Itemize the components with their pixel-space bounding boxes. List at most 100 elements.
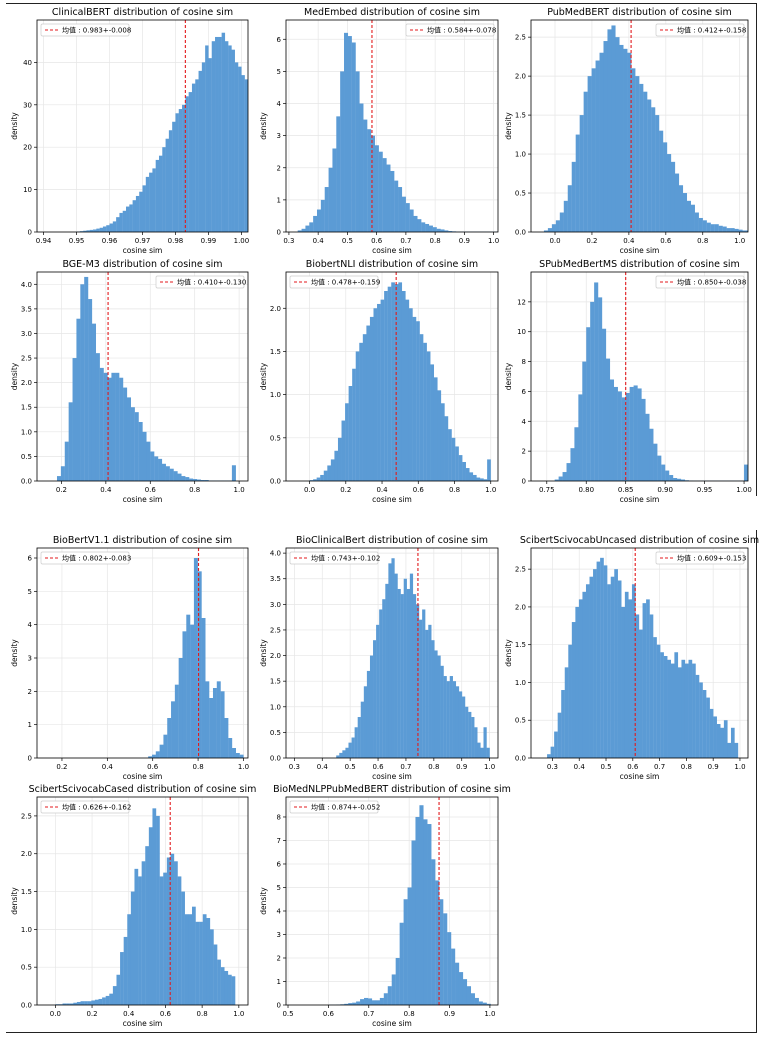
histogram-bar: [462, 979, 468, 1005]
histogram-bar: [555, 220, 560, 232]
histogram-bar: [607, 29, 612, 232]
y-tick-label: 3: [277, 132, 281, 140]
histogram-bar: [264, 130, 267, 232]
axes-frame: [285, 271, 499, 482]
histogram-bar: [686, 200, 691, 232]
x-tick-label: 0.8: [189, 486, 200, 494]
y-tick-label: 4: [522, 418, 527, 426]
histogram-bar: [231, 49, 235, 232]
histogram-bar: [428, 225, 433, 232]
legend-box: [655, 275, 745, 289]
histogram-bar: [591, 68, 596, 232]
bars: [328, 805, 491, 1005]
histogram-bar: [320, 199, 325, 232]
histogram-bar: [433, 377, 438, 481]
histogram-bar: [716, 724, 721, 758]
histogram-bar: [742, 230, 747, 232]
histogram-bar: [657, 455, 662, 481]
axes-frame: [530, 271, 749, 482]
legend: 均值 : 0.802+-0.083: [40, 551, 131, 565]
histogram-bar: [367, 129, 372, 232]
histogram-bar: [702, 690, 707, 758]
histogram-bar: [462, 696, 466, 758]
histogram-bar: [574, 427, 579, 481]
histogram-bar: [328, 167, 333, 232]
x-tick-label: 0.6: [323, 1010, 335, 1018]
x-tick-label: 1.0: [234, 486, 245, 494]
histogram-bar: [423, 342, 427, 481]
x-tick-label: 0.6: [371, 237, 383, 245]
histogram-bar: [692, 663, 696, 758]
histogram-bar: [202, 914, 207, 1005]
histogram-bar: [631, 584, 636, 758]
histogram-bar: [371, 135, 376, 232]
histogram-bar: [248, 88, 251, 232]
histogram-bar: [388, 563, 392, 758]
histogram-bar: [382, 158, 387, 232]
histogram-bar: [714, 224, 719, 232]
histogram-bar: [562, 472, 567, 481]
histogram-bar: [667, 659, 671, 758]
chart-title: BioMedNLPPubMedBERT distribution of cosi…: [273, 784, 511, 795]
histogram-bar: [94, 999, 99, 1005]
histogram-bar: [384, 291, 388, 481]
histogram-bar: [89, 229, 94, 232]
histogram-bar: [571, 622, 576, 758]
histogram-bar: [583, 91, 588, 232]
histogram-bar: [73, 1002, 78, 1005]
histogram-bar: [465, 706, 469, 758]
x-tick-label: 0.2: [586, 237, 597, 245]
x-tick-label: 0.4: [623, 237, 635, 245]
x-tick-label: 0.0: [549, 237, 560, 245]
histogram-bar: [199, 921, 203, 1005]
histogram-bar: [382, 599, 386, 758]
x-tick-label: 1.0: [488, 237, 499, 245]
histogram-bar: [613, 386, 618, 481]
histogram-bar: [750, 211, 754, 232]
histogram-bar: [316, 209, 322, 232]
histogram-bar: [628, 599, 633, 758]
histogram-bar: [432, 227, 437, 232]
histogram-bar: [120, 952, 124, 1005]
y-tick-label: 0.0: [21, 478, 32, 486]
x-tick-label: 0.96: [102, 237, 118, 245]
histogram-bar: [589, 576, 594, 758]
x-tick-label: 0.0: [50, 1010, 61, 1018]
x-axis-label: cosine sim: [372, 495, 412, 504]
histogram-bar: [596, 561, 601, 758]
histogram-bar: [366, 325, 371, 481]
histogram-bar: [116, 974, 121, 1005]
histogram-bar: [407, 887, 412, 1005]
chart-biobertv1-1: 0.2 0.4 0.6 0.8 1.0 0 1 2 3 4 5 6 BioBertV1.1 distri…: [10, 535, 249, 781]
histogram-bar: [227, 974, 232, 1005]
histogram-bar: [722, 226, 727, 232]
histogram-bar: [378, 151, 383, 232]
histogram-bar: [107, 377, 112, 481]
histogram-bar: [617, 391, 622, 481]
histogram-bar: [681, 659, 686, 758]
legend-box: [155, 275, 245, 289]
histogram-bar: [444, 230, 449, 232]
y-tick-label: 0: [28, 755, 32, 763]
y-tick-label: 3.5: [21, 305, 32, 313]
histogram-bar: [150, 451, 155, 481]
histogram-bar: [564, 667, 569, 758]
histogram-bar: [115, 372, 120, 481]
histogram-bar: [209, 698, 214, 758]
legend-label: 均值 : 0.850+-0.038: [677, 278, 746, 287]
x-tick-label: 0.98: [168, 237, 184, 245]
histogram-bar: [440, 229, 445, 232]
legend-box: [40, 800, 130, 814]
histogram-bar: [744, 464, 748, 481]
histogram-bar: [415, 816, 420, 1005]
histogram-bar: [419, 334, 424, 481]
histogram-bar: [480, 747, 484, 758]
histogram-bar: [486, 747, 490, 758]
histogram-bar: [649, 428, 654, 481]
histogram-bar: [570, 448, 575, 481]
x-tick-label: 0.2: [86, 1010, 97, 1018]
histogram-bar: [149, 172, 153, 232]
histogram-bar: [470, 993, 475, 1005]
histogram-bar: [103, 372, 108, 481]
chart-scibertscivocabcased: 0.0 0.2 0.4 0.6 0.8 1.0 0.0 0.5 1.0 1.5 2.0 2.5 Scib…: [10, 784, 256, 1028]
